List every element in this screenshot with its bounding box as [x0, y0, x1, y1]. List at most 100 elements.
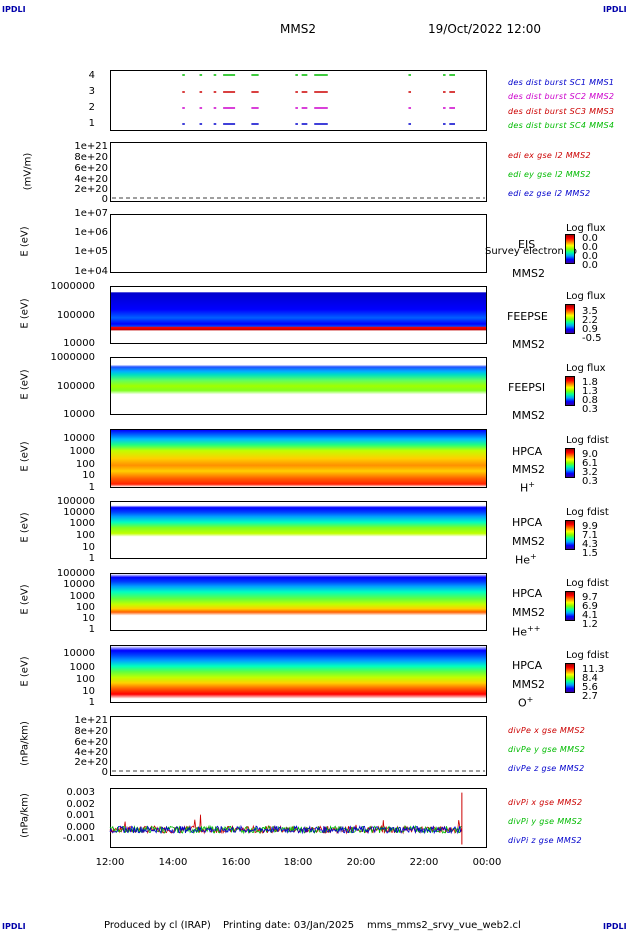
legend-burst-sc1: des dist burst SC1 MMS1 [508, 78, 615, 87]
inst-hpcahe: HPCA [512, 516, 543, 529]
cval-hpcao-0: 11.3 [582, 664, 605, 675]
cval-feepse-0: 3.5 [582, 306, 598, 317]
legend-divpi-x: divPi x gse MMS2 [508, 798, 583, 807]
tick-hpcahepp-2: 1000 [69, 591, 95, 602]
cval-hpcah-1: 6.1 [582, 458, 598, 469]
inst-feepsi: FEEPSI [508, 381, 546, 394]
species-hpcahepp-charge: ++ [527, 624, 541, 633]
tick-edi-3: 4e+20 [74, 174, 108, 185]
cval-hpcahepp-3: 1.2 [582, 619, 598, 630]
legend-edi-ey: edi ey gse l2 MMS2 [508, 170, 591, 179]
cval-feepse-2: 0.9 [582, 324, 598, 335]
panel-hpca-h [110, 429, 487, 488]
tick-hpcahe-4: 10 [82, 542, 95, 553]
footer-produced-by: Produced by cl (IRAP) [104, 920, 211, 931]
colorbar-feepsi [565, 376, 575, 406]
species-hpcahe-charge: + [530, 552, 537, 561]
cbar-title-hpcahe: Log fdist [566, 507, 609, 518]
legend-divpe-y: divPe y gse MMS2 [508, 745, 586, 754]
cval-hpcao-2: 5.6 [582, 682, 598, 693]
panel-hpca-o [110, 645, 487, 703]
tick-burst-2: 2 [88, 102, 95, 113]
tick-divpi-1: 0.002 [66, 799, 95, 810]
cval-hpcahepp-2: 4.1 [582, 610, 598, 621]
species-hpcah-charge: + [528, 480, 535, 489]
tick-feepse-0: 1000000 [50, 281, 95, 292]
tick-hpcah-2: 100 [75, 459, 95, 470]
colorbar-hpcahepp [565, 591, 575, 621]
panel-hpca-hepp [110, 573, 487, 631]
cbar-title-hpcahepp: Log fdist [566, 578, 609, 589]
tick-eis-2: 1e+05 [74, 246, 108, 257]
cval-feepsi-2: 0.8 [582, 395, 598, 406]
tick-feepsi-0: 1000000 [50, 352, 95, 363]
tick-divpe-0: 1e+21 [74, 715, 108, 726]
xtick-0: 12:00 [95, 857, 125, 868]
tick-eis-3: 1e+04 [74, 266, 108, 277]
cval-hpcahe-0: 9.9 [582, 521, 598, 532]
xtick-2: 16:00 [221, 857, 251, 868]
tick-hpcao-4: 1 [88, 697, 95, 708]
tick-feepsi-2: 10000 [63, 409, 95, 420]
tick-divpi-2: 0.001 [66, 810, 95, 821]
cval-hpcah-0: 9.0 [582, 449, 598, 460]
header-datetime: 19/Oct/2022 12:00 [428, 22, 542, 36]
legend-divpi-y: divPi y gse MMS2 [508, 817, 583, 826]
legend-divpe-x: divPe x gse MMS2 [508, 726, 586, 735]
tick-hpcao-2: 100 [75, 674, 95, 685]
header-spacecraft: MMS2 [280, 22, 316, 36]
tick-hpcahepp-5: 1 [88, 624, 95, 635]
corner-label-bottom-left: IPDLI [2, 922, 26, 931]
inst-feepse: FEEPSE [507, 310, 548, 323]
tick-divpi-0: 0.003 [66, 787, 95, 798]
cbar-title-feepse: Log flux [566, 291, 606, 302]
tick-feepse-1: 100000 [56, 310, 95, 321]
tick-hpcahe-5: 1 [88, 553, 95, 564]
panel-feeps-i [110, 357, 487, 415]
panel-eis [110, 214, 487, 273]
tick-hpcao-3: 10 [82, 686, 95, 697]
xtick-3: 18:00 [283, 857, 313, 868]
cbar-title-hpcao: Log fdist [566, 650, 609, 661]
cbar-title-feepsi: Log flux [566, 363, 606, 374]
tick-hpcao-0: 10000 [63, 648, 95, 659]
species-hpcah-name: H [520, 481, 529, 495]
tick-hpcahepp-3: 100 [75, 602, 95, 613]
inst-hpcah: HPCA [512, 445, 543, 458]
cval-feepsi-3: 0.3 [582, 404, 598, 415]
legend-burst-sc2: des dist burst SC2 MMS2 [508, 92, 615, 101]
panel-divpi [110, 788, 487, 848]
tick-edi-2: 6e+20 [74, 163, 108, 174]
colorbar-eis [565, 234, 575, 264]
panel-divpe [110, 716, 487, 776]
colorbar-feepse [565, 304, 575, 334]
cval-feepsi-0: 1.8 [582, 377, 598, 388]
sc-hpcah: MMS2 [512, 463, 545, 476]
cval-eis-1: 0.0 [582, 242, 598, 253]
cval-hpcahepp-1: 6.9 [582, 601, 598, 612]
colorbar-hpcahe [565, 520, 575, 550]
cval-feepse-1: 2.2 [582, 315, 598, 326]
tick-burst-3: 3 [88, 86, 95, 97]
tick-hpcahe-3: 100 [75, 530, 95, 541]
tick-hpcahe-2: 1000 [69, 518, 95, 529]
sc-hpcahe: MMS2 [512, 535, 545, 548]
divpi-trace-z [109, 824, 462, 835]
cval-hpcah-2: 3.2 [582, 467, 598, 478]
sc-feepse: MMS2 [512, 338, 545, 351]
cbar-title-hpcah: Log fdist [566, 435, 609, 446]
species-hpcao-name: O [518, 696, 527, 710]
tick-divpi-4: -0.001 [62, 833, 95, 844]
colorbar-hpcah [565, 448, 575, 478]
sc-hpcao: MMS2 [512, 678, 545, 691]
tick-eis-0: 1e+07 [74, 208, 108, 219]
tick-hpcahepp-1: 10000 [63, 579, 95, 590]
cval-eis-0: 0.0 [582, 233, 598, 244]
legend-edi-ez: edi ez gse l2 MMS2 [508, 189, 591, 198]
tick-feepsi-1: 100000 [56, 381, 95, 392]
corner-label-bottom-right: IPDLI [603, 922, 627, 931]
tick-burst-4: 4 [88, 70, 95, 81]
tick-hpcahe-0: 100000 [56, 496, 95, 507]
cval-hpcao-3: 2.7 [582, 691, 598, 702]
tick-hpcahepp-4: 10 [82, 613, 95, 624]
